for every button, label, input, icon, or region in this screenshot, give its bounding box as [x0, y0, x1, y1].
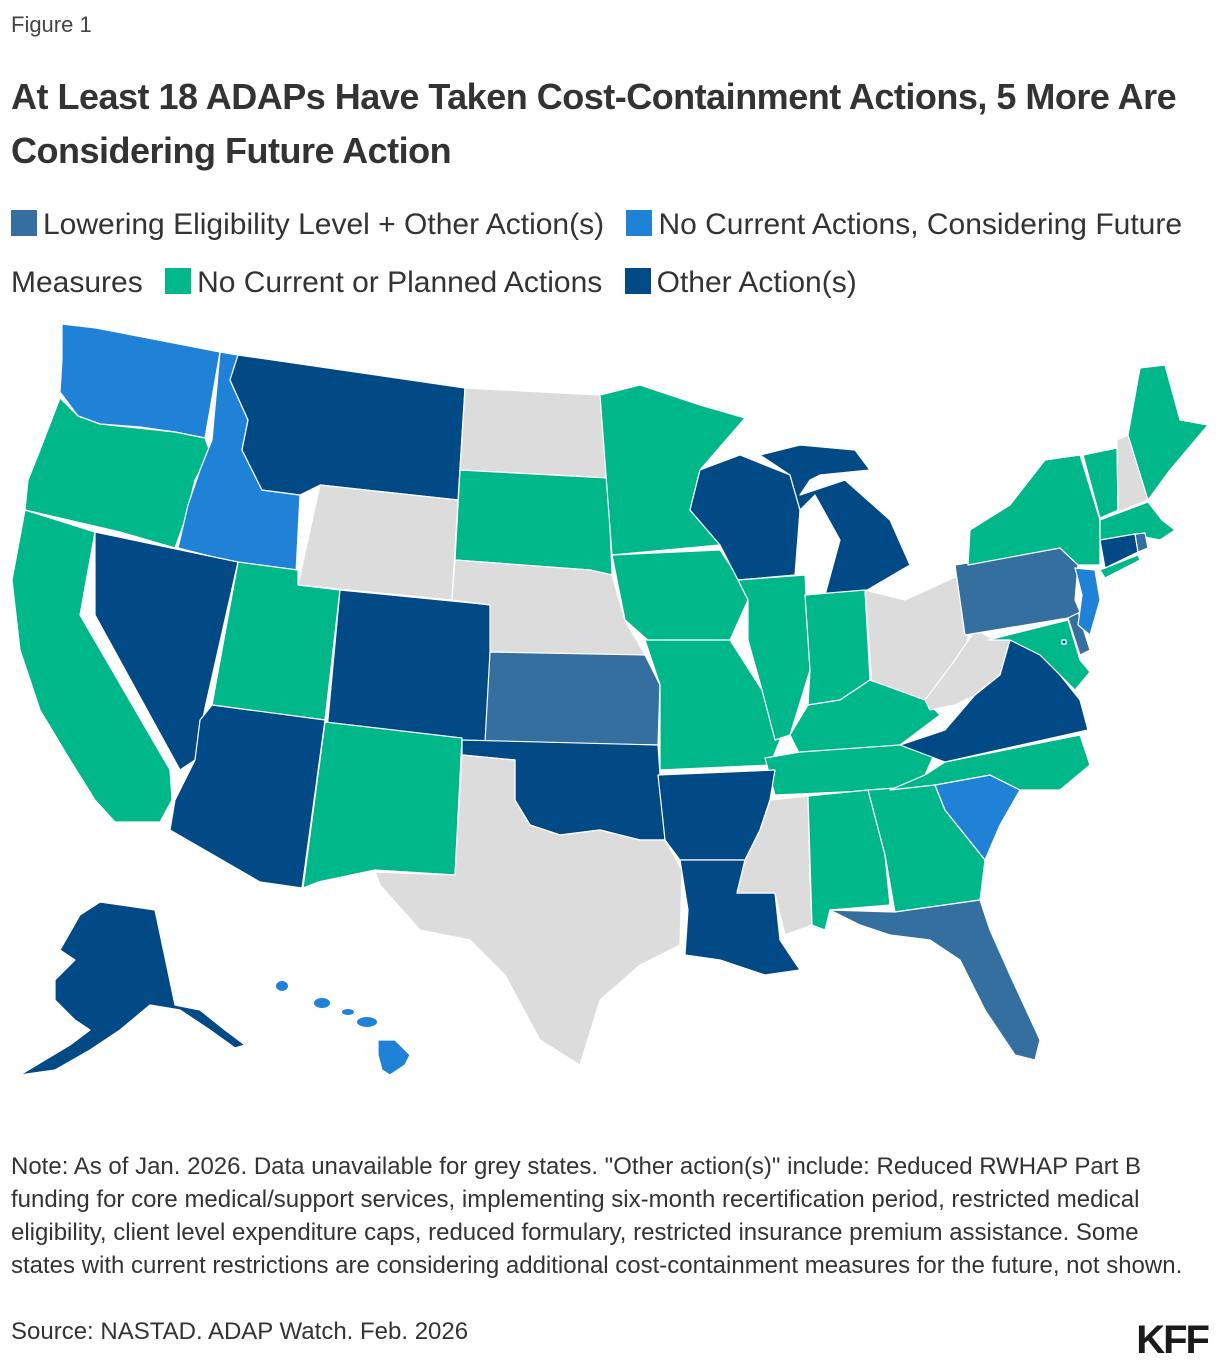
state-wisconsin[interactable]: [689, 454, 801, 581]
state-north-carolina[interactable]: [889, 734, 1091, 791]
state-north-dakota[interactable]: [459, 387, 609, 479]
state-new-jersey[interactable]: [1074, 567, 1101, 636]
state-texas[interactable]: [374, 754, 683, 1066]
us-map: [0, 315, 1220, 1105]
state-michigan[interactable]: [759, 444, 911, 601]
note-text: Note: As of Jan. 2026. Data unavailable …: [11, 1153, 1183, 1279]
state-colorado[interactable]: [326, 589, 493, 746]
legend-label: Lowering Eligibility Level + Other Actio…: [43, 208, 605, 241]
state-florida[interactable]: [829, 899, 1041, 1061]
legend-swatch: [11, 210, 37, 236]
state-long-island[interactable]: [1099, 554, 1141, 579]
state-dc[interactable]: [1061, 639, 1067, 645]
legend: Lowering Eligibility Level + Other Actio…: [11, 196, 1216, 312]
state-montana[interactable]: [229, 354, 466, 501]
state-hawaii-big-island[interactable]: [377, 1039, 411, 1076]
legend-swatch: [626, 210, 653, 236]
state-california[interactable]: [11, 509, 173, 823]
legend-item-considering-future[interactable]: No Current Actions, Considering Future M…: [11, 208, 1182, 299]
kff-logo: KFF: [1136, 1318, 1210, 1362]
legend-item-no-actions[interactable]: No Current or Planned Actions: [165, 266, 602, 299]
state-alaska[interactable]: [19, 901, 246, 1076]
state-rhode-island[interactable]: [1134, 532, 1149, 553]
state-missouri[interactable]: [644, 639, 781, 771]
state-new-mexico[interactable]: [302, 721, 463, 889]
legend-item-other-actions[interactable]: Other Action(s): [624, 266, 857, 299]
state-new-york[interactable]: [967, 454, 1101, 566]
state-hawaii-molokai[interactable]: [342, 1009, 354, 1015]
state-south-dakota[interactable]: [454, 469, 613, 576]
source-text: Source: NASTAD. ADAP Watch. Feb. 2026: [11, 1318, 469, 1345]
state-hawaii-maui[interactable]: [357, 1017, 377, 1027]
state-washington[interactable]: [59, 323, 221, 439]
legend-label: Other Action(s): [656, 266, 857, 299]
legend-label: No Current Actions, Considering Future M…: [11, 208, 1183, 299]
chart-title: At Least 18 ADAPs Have Taken Cost-Contai…: [11, 76, 1177, 171]
legend-label: No Current or Planned Actions: [197, 266, 603, 299]
state-kansas[interactable]: [484, 651, 661, 746]
state-wyoming[interactable]: [297, 484, 459, 601]
state-hawaii-kauai[interactable]: [276, 981, 288, 991]
state-hawaii-oahu[interactable]: [314, 998, 330, 1008]
figure-label: Figure 1: [11, 12, 92, 37]
legend-swatch: [165, 268, 192, 294]
legend-swatch: [624, 268, 651, 294]
state-maine[interactable]: [1127, 364, 1209, 501]
state-iowa[interactable]: [611, 549, 749, 643]
legend-item-lowering-eligibility[interactable]: Lowering Eligibility Level + Other Actio…: [11, 208, 604, 241]
state-maryland[interactable]: [987, 619, 1091, 691]
